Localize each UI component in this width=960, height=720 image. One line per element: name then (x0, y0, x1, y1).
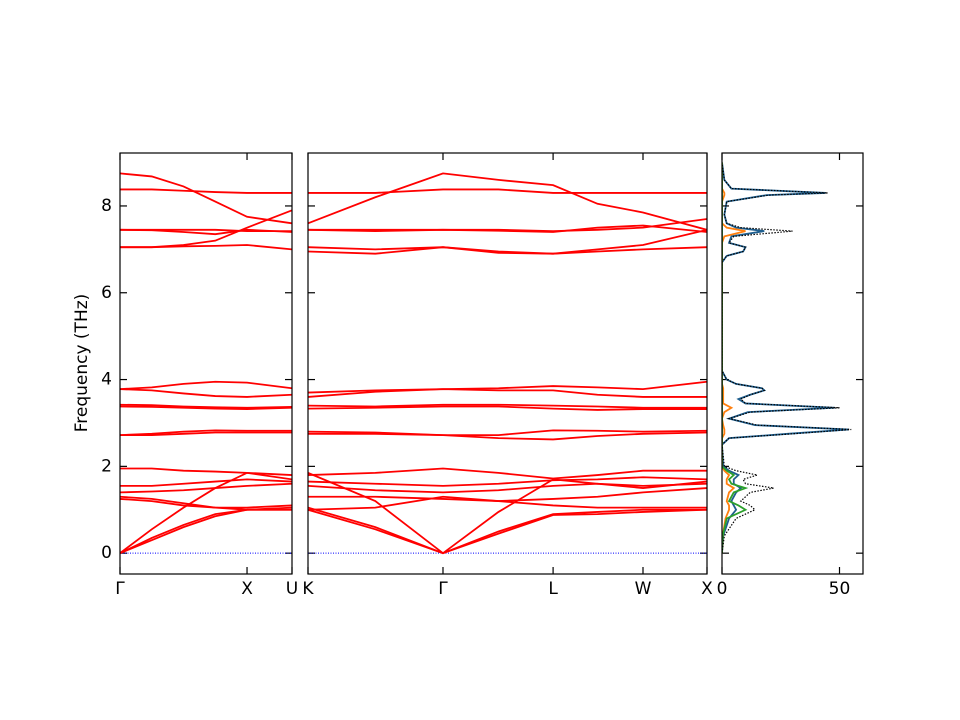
x-tick-label: 50 (829, 579, 851, 599)
band-line (120, 188, 292, 194)
x-tick-label: L (548, 579, 558, 599)
band-line (308, 472, 707, 555)
band-line (120, 429, 292, 437)
band-line (308, 403, 707, 409)
dos-line (722, 162, 849, 554)
band-line (120, 506, 292, 554)
y-tick-label: 4 (101, 370, 112, 390)
band-line (308, 388, 707, 398)
band-line (308, 188, 707, 194)
band-line (308, 405, 707, 411)
band-line (308, 380, 707, 394)
band-line (120, 403, 292, 409)
y-axis-label: Frequency (THz) (72, 294, 92, 433)
band-line (308, 467, 707, 480)
dos-line (722, 162, 746, 554)
band-line (308, 224, 707, 233)
band-line (308, 431, 707, 441)
band-line (120, 478, 292, 487)
y-tick-label: 0 (101, 543, 112, 563)
x-tick-label: X (701, 579, 713, 599)
axes-frame (119, 152, 293, 575)
band-line (308, 508, 707, 555)
axes-frame (721, 152, 864, 575)
x-tick-label: K (302, 579, 314, 599)
band-line (308, 482, 707, 494)
x-tick-label: Γ (438, 579, 448, 599)
band-line (120, 498, 292, 509)
band-line (120, 467, 292, 476)
band-line (308, 172, 707, 231)
y-tick-label: 8 (101, 196, 112, 216)
band-line (120, 172, 292, 225)
band-line (308, 429, 707, 437)
band-line (308, 487, 707, 502)
y-tick-label: 6 (101, 283, 112, 303)
band-line (120, 209, 292, 249)
band-line (308, 476, 707, 487)
band-line (120, 471, 292, 554)
x-tick-label: U (286, 579, 298, 599)
band-line (120, 508, 292, 554)
band-line (120, 244, 292, 251)
band-line (120, 431, 292, 437)
x-tick-label: W (635, 579, 652, 599)
y-tick-label: 2 (101, 456, 112, 476)
x-tick-label: X (241, 579, 253, 599)
dos-line (722, 162, 749, 554)
band-line (308, 495, 707, 511)
band-line (120, 388, 292, 398)
band-line (120, 228, 292, 236)
band-line (120, 380, 292, 391)
x-tick-label: 0 (717, 579, 728, 599)
band-line (120, 482, 292, 494)
band-line (120, 405, 292, 410)
x-tick-label: Γ (115, 579, 125, 599)
band-line (308, 246, 707, 255)
band-line (308, 506, 707, 555)
dos-line (722, 162, 852, 554)
axes-frame (307, 152, 708, 575)
